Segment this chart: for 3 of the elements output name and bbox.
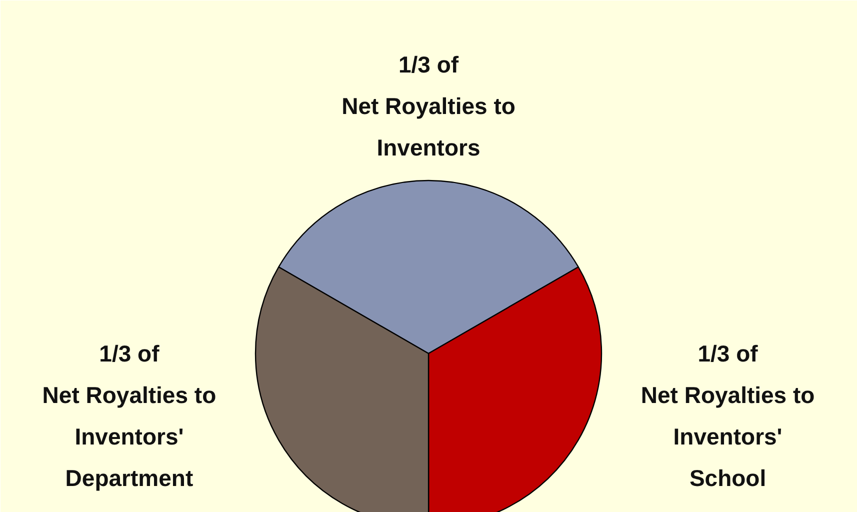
slice-label: 1/3 of Net Royalties to Inventors' Department [42,340,216,492]
slice-label: 1/3 of Net Royalties to Inventors' School [640,340,815,492]
slice-label: 1/3 of Net Royalties to Inventors [342,51,516,160]
